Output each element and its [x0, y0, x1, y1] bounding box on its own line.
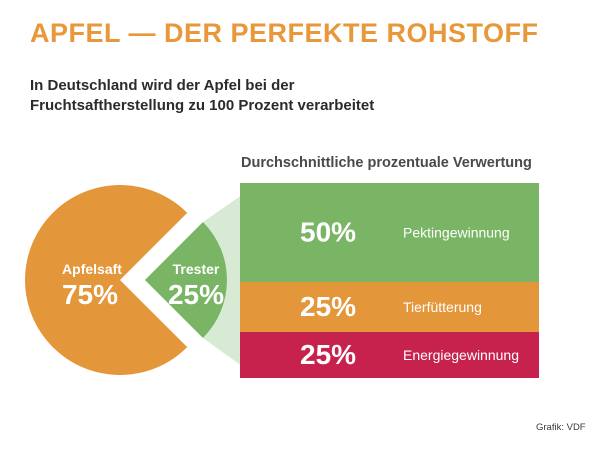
- bar-label-tierfuetterung: Tierfütterung: [403, 299, 482, 315]
- bar-tierfuetterung: [240, 282, 539, 332]
- bar-label-energiegewinnung: Energiegewinnung: [403, 347, 519, 363]
- bar-label-pektingewinnung: Pektingewinnung: [403, 225, 510, 241]
- bar-energiegewinnung: [240, 332, 539, 378]
- pie-value-trester: 25%: [168, 279, 224, 310]
- bar-value-pektingewinnung: 50%: [300, 217, 356, 248]
- pie-label-trester: Trester: [173, 261, 220, 277]
- pie-value-apfelsaft: 75%: [62, 279, 118, 310]
- breakdown-title: Durchschnittliche prozentuale Verwertung: [241, 155, 532, 171]
- page-title: APFEL — DER PERFEKTE ROHSTOFF: [30, 18, 539, 48]
- pie-label-apfelsaft: Apfelsaft: [62, 261, 122, 277]
- subtitle-line-2: Fruchtsaftherstellung zu 100 Prozent ver…: [30, 97, 375, 114]
- pie-slice-trester: [145, 222, 227, 338]
- bar-pektingewinnung: [240, 183, 539, 282]
- page-subtitle: In Deutschland wird der Apfel bei der Fr…: [30, 76, 374, 116]
- bar-value-tierfuetterung: 25%: [300, 291, 356, 322]
- graphic-credit: Grafik: VDF: [536, 422, 586, 433]
- bar-value-energiegewinnung: 25%: [300, 339, 356, 370]
- pie-slice-apfelsaft: [25, 185, 188, 375]
- subtitle-line-1: In Deutschland wird der Apfel bei der: [30, 77, 295, 94]
